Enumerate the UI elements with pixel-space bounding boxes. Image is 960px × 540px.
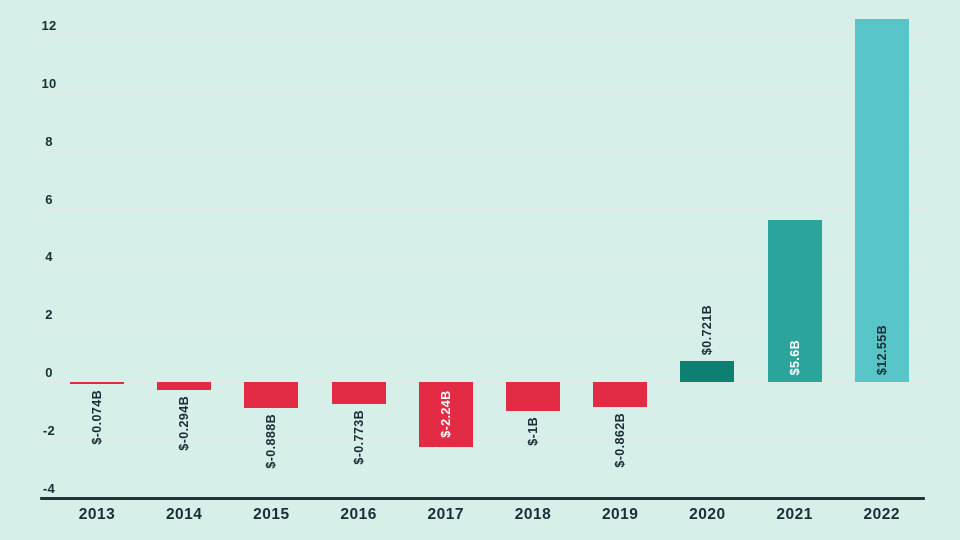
bar-value-label-2013: $-0.074B xyxy=(90,390,104,445)
gridline-y10 xyxy=(40,92,925,94)
year-label-2022: 2022 xyxy=(863,506,901,523)
y-tick-label-8: 8 xyxy=(45,133,53,149)
bar-value-label-2018: $-1B xyxy=(526,416,540,446)
bar-value-label-2019: $-0.862B xyxy=(613,412,628,468)
y-tick-label--4: -4 xyxy=(42,480,56,496)
gridline-y0 xyxy=(40,381,925,383)
gridline-y8 xyxy=(40,149,925,152)
gridline-y6 xyxy=(40,207,925,210)
bar-2018 xyxy=(506,382,560,411)
year-label-2016: 2016 xyxy=(340,506,377,523)
bar-2021 xyxy=(767,220,822,382)
year-label-2014: 2014 xyxy=(165,506,203,523)
year-label-2021: 2021 xyxy=(776,506,813,523)
y-tick-label-0: 0 xyxy=(45,365,53,380)
year-label-2018: 2018 xyxy=(514,506,552,523)
year-label-2015: 2015 xyxy=(253,506,290,523)
bar-2014 xyxy=(157,382,212,391)
gridline-y2 xyxy=(40,323,925,326)
year-label-2013: 2013 xyxy=(78,506,116,523)
bar-value-label-2021: $5.6B xyxy=(787,339,802,375)
bar-value-label-2016: $-0.773B xyxy=(351,410,366,465)
bar-2016 xyxy=(331,382,386,405)
gridline-y4 xyxy=(40,265,925,268)
bar-value-label-2014: $-0.294B xyxy=(177,396,192,452)
gridline-y-2 xyxy=(40,438,925,441)
bar-2019 xyxy=(593,382,648,407)
year-label-2019: 2019 xyxy=(601,506,639,523)
bar-value-label-2020: $0.721B xyxy=(700,305,715,356)
y-tick-label-4: 4 xyxy=(45,249,53,265)
bar-value-label-2022: $12.55B xyxy=(874,324,889,375)
year-label-2020: 2020 xyxy=(689,506,726,523)
bar-2020 xyxy=(680,361,735,382)
bar-2015 xyxy=(244,382,299,408)
y-tick-label-6: 6 xyxy=(45,191,53,207)
x-axis-line xyxy=(40,496,925,500)
y-tick-label--2: -2 xyxy=(42,422,56,438)
year-label-2017: 2017 xyxy=(427,506,465,523)
bar-2017 xyxy=(418,382,473,447)
bar-value-label-2017: $-2.24B xyxy=(438,390,453,439)
y-tick-label-2: 2 xyxy=(45,307,53,323)
bar-2022 xyxy=(854,19,909,382)
bar-2013 xyxy=(70,382,124,385)
y-tick-label-12: 12 xyxy=(41,18,57,34)
gridline-y12 xyxy=(40,34,925,37)
y-tick-label-10: 10 xyxy=(41,76,57,91)
bar-value-label-2015: $-0.888B xyxy=(264,413,279,469)
